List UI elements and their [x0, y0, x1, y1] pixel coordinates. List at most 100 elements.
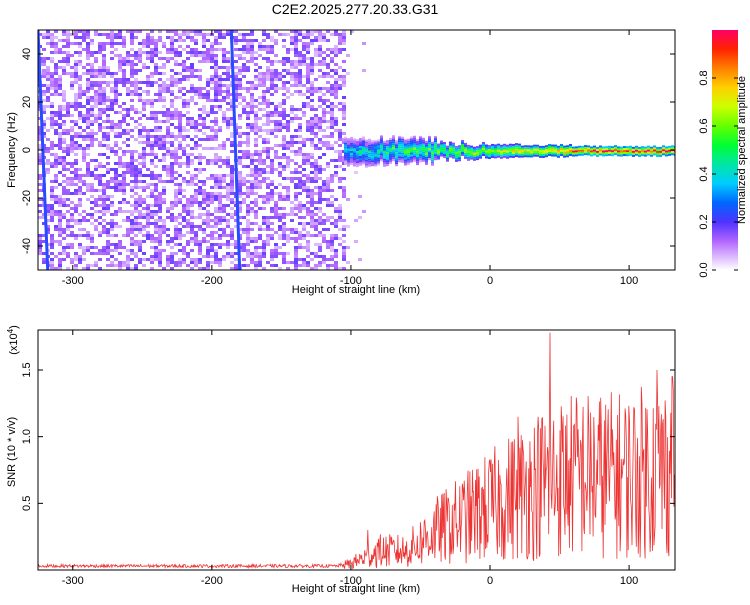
spectrogram-cell — [266, 225, 270, 228]
spectrogram-cell — [294, 66, 298, 69]
spectrogram-cell — [150, 234, 154, 237]
spectrogram-cell — [98, 102, 102, 105]
spectrogram-cell — [58, 111, 62, 114]
spectrogram-cell — [391, 151, 395, 154]
spectrogram-cell — [50, 84, 54, 87]
spectrogram-cell — [214, 48, 218, 51]
spectrogram-cell — [274, 69, 278, 72]
spectrogram-cell — [78, 243, 82, 246]
spectrogram-cell — [262, 240, 266, 243]
spectrogram-cell — [58, 231, 62, 234]
spectrogram-cell — [592, 149, 596, 152]
spectrogram-cell — [82, 129, 86, 132]
spectrogram-cell — [70, 150, 74, 153]
spectrogram-cell — [266, 90, 270, 93]
spectrogram-cell — [318, 156, 322, 159]
spectrogram-cell — [451, 154, 455, 157]
spectrogram-cell — [230, 144, 234, 147]
spectrogram-cell — [194, 237, 198, 240]
spectrogram-cell — [388, 157, 392, 160]
spectrogram-cell — [186, 75, 190, 78]
spectrogram-cell — [162, 84, 166, 87]
spectrogram-cell — [496, 155, 500, 158]
spectrogram-cell — [50, 120, 54, 123]
spectrogram-cell — [162, 141, 166, 144]
spectrogram-cell — [210, 51, 214, 54]
spectrogram-cell — [50, 267, 54, 270]
spectrogram-cell — [250, 237, 254, 240]
spectrogram-cell — [58, 198, 62, 201]
spectrogram-cell — [226, 189, 230, 192]
y-tick-label: 1.0 — [21, 429, 33, 444]
spectrogram-cell — [90, 159, 94, 162]
spectrogram-cell — [130, 228, 134, 231]
spectrogram-cell — [142, 66, 146, 69]
spectrogram-cell — [673, 154, 675, 157]
spectrogram-cell — [118, 36, 122, 39]
spectrogram-cell — [54, 111, 58, 114]
spectrogram-cell — [338, 150, 342, 153]
spectrogram-cell — [210, 234, 214, 237]
spectrogram-cell — [138, 204, 142, 207]
spectrogram-cell — [110, 219, 114, 222]
spectrogram-cell — [409, 150, 413, 153]
colorbar: 0.00.20.40.60.8 Normalized spectral ampl… — [698, 30, 748, 278]
spectrogram-cell — [154, 210, 158, 213]
spectrogram-cell — [592, 153, 596, 156]
spectrogram-cell — [388, 159, 392, 162]
spectrogram-cell — [58, 144, 62, 147]
spectrogram-cell — [66, 54, 70, 57]
spectrogram-cell — [98, 45, 102, 48]
spectrogram-cell — [358, 141, 362, 144]
spectrogram-cell — [110, 234, 114, 237]
spectrogram-cell — [481, 147, 485, 150]
spectrogram-cell — [460, 152, 464, 155]
spectrogram-cell — [42, 240, 46, 243]
spectrogram-cell — [174, 30, 178, 33]
x-tick-label: 100 — [620, 275, 638, 287]
spectrogram-cell — [262, 30, 266, 33]
spectrogram-cell — [178, 141, 182, 144]
spectrogram-cell — [178, 51, 182, 54]
spectrogram-cell — [122, 192, 126, 195]
spectrogram-cell — [122, 129, 126, 132]
spectrogram-cell — [298, 81, 302, 84]
spectrogram-cell — [206, 267, 210, 270]
spectrogram-cell — [664, 150, 668, 153]
spectrogram-cell — [382, 148, 386, 151]
spectrogram-cell — [334, 129, 338, 132]
spectrogram-cell — [174, 192, 178, 195]
spectrogram-cell — [98, 87, 102, 90]
spectrogram-cell — [138, 222, 142, 225]
spectrogram-cell — [370, 158, 374, 161]
spectrogram-cell — [436, 149, 440, 152]
spectrogram-cell — [174, 183, 178, 186]
spectrogram-cell — [294, 258, 298, 261]
spectrogram-cell — [270, 207, 274, 210]
spectrogram-cell — [230, 141, 234, 144]
spectrogram-cell — [310, 162, 314, 165]
spectrogram-cell — [226, 90, 230, 93]
spectrogram-cell — [294, 207, 298, 210]
spectrogram-cell — [294, 72, 298, 75]
spectrogram-cell — [74, 72, 78, 75]
spectrogram-cell — [74, 69, 78, 72]
spectrogram-cell — [298, 33, 302, 36]
spectrogram-cell — [62, 216, 66, 219]
spectrogram-cell — [290, 111, 294, 114]
spectrogram-cell — [218, 246, 222, 249]
spectrogram-cell — [106, 186, 110, 189]
spectrogram-cell — [110, 90, 114, 93]
spectrogram-cell — [266, 234, 270, 237]
spectrogram-cell — [463, 150, 467, 153]
spectrogram-cell — [294, 45, 298, 48]
spectrogram-cell — [186, 33, 190, 36]
spectrogram-cell — [130, 240, 134, 243]
spectrogram-cell — [250, 105, 254, 108]
spectrogram-cell — [258, 255, 262, 258]
spectrogram-cell — [294, 198, 298, 201]
spectrogram-cell — [182, 258, 186, 261]
spectrogram-cell — [86, 186, 90, 189]
x-tick-label: -100 — [340, 275, 362, 287]
